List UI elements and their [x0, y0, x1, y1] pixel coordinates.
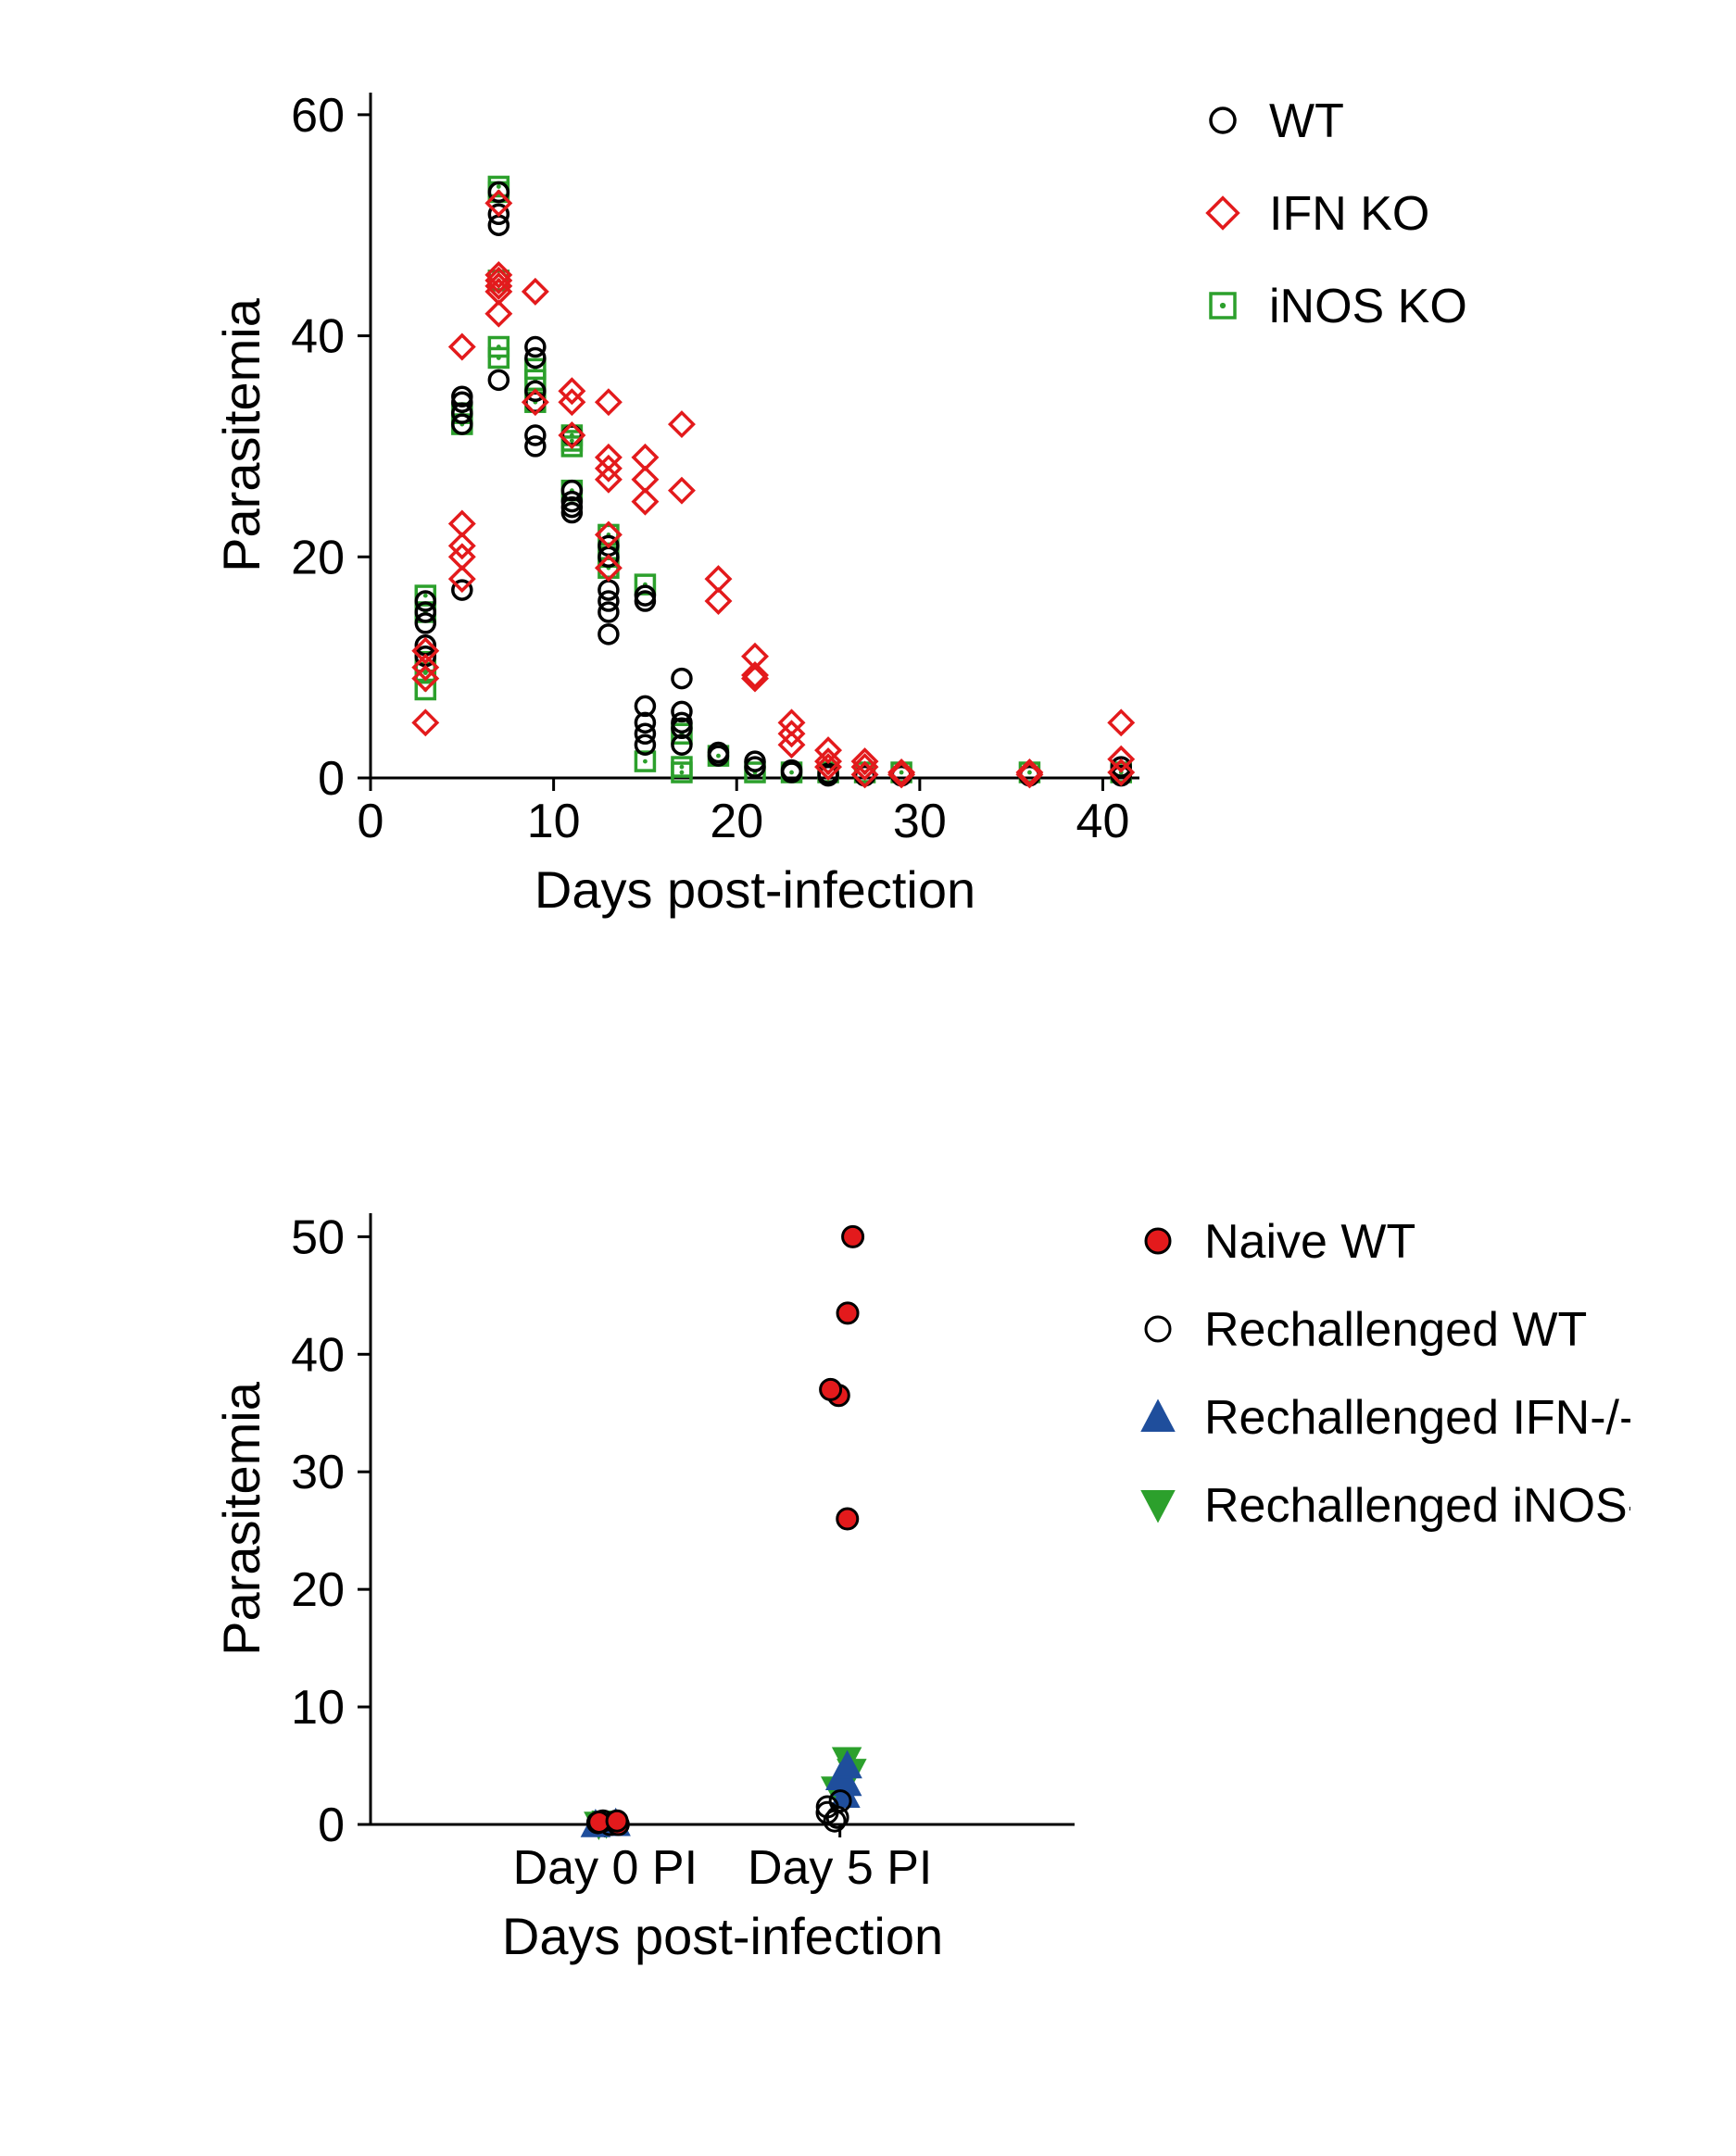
page: 0 10 20 30 40 0 20 40 60 Days post-infection Paras… [0, 0, 1736, 2156]
svg-text:Parasitemia: Parasitemia [212, 1381, 270, 1656]
svg-text:20: 20 [291, 1563, 345, 1617]
svg-text:60: 60 [291, 89, 345, 143]
svg-text:40: 40 [291, 310, 345, 364]
svg-text:30: 30 [291, 1446, 345, 1499]
svg-text:Naive WT: Naive WT [1204, 1215, 1415, 1269]
svg-text:0: 0 [318, 752, 345, 806]
svg-text:Day 5 PI: Day 5 PI [748, 1841, 932, 1895]
svg-text:40: 40 [291, 1328, 345, 1382]
svg-text:0: 0 [318, 1799, 345, 1852]
svg-text:Rechallenged iNOS-/-: Rechallenged iNOS-/- [1204, 1479, 1630, 1533]
svg-text:20: 20 [710, 795, 763, 848]
svg-text:Rechallenged WT: Rechallenged WT [1204, 1303, 1587, 1357]
svg-text:20: 20 [291, 531, 345, 584]
svg-text:10: 10 [291, 1681, 345, 1735]
svg-text:0: 0 [358, 795, 384, 848]
chart1-timecourse: 0 10 20 30 40 0 20 40 60 Days post-infection Paras… [93, 37, 1630, 1019]
svg-text:Days post-infection: Days post-infection [535, 860, 975, 919]
svg-text:IFN KO: IFN KO [1269, 187, 1429, 241]
svg-text:Day 0 PI: Day 0 PI [513, 1841, 698, 1895]
svg-text:50: 50 [291, 1210, 345, 1264]
svg-text:WT: WT [1269, 94, 1344, 148]
svg-text:Rechallenged IFN-/-: Rechallenged IFN-/- [1204, 1391, 1630, 1445]
svg-text:40: 40 [1076, 795, 1130, 848]
svg-text:10: 10 [527, 795, 581, 848]
svg-text:Days post-infection: Days post-infection [502, 1907, 943, 1965]
svg-text:30: 30 [893, 795, 947, 848]
svg-text:Parasitemia: Parasitemia [212, 297, 270, 572]
svg-text:iNOS KO: iNOS KO [1269, 280, 1467, 333]
chart2-rechallenge: Day 0 PI Day 5 PI 0 10 20 30 40 50 Days post-inf… [93, 1158, 1630, 2084]
